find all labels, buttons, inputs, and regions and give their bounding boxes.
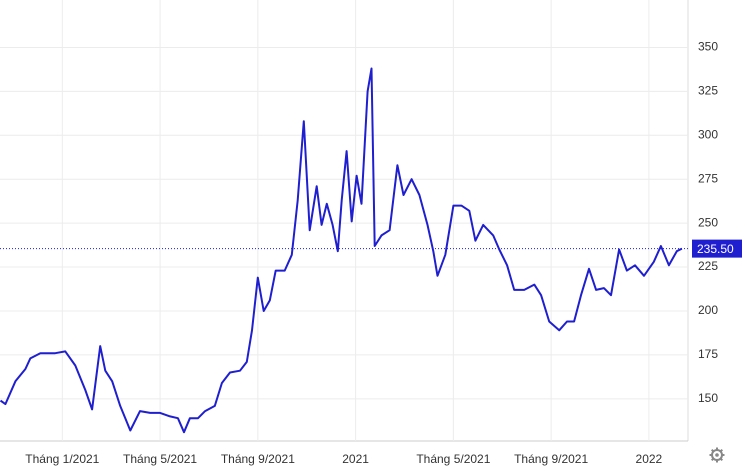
x-tick-label: Tháng 9/2021 bbox=[221, 452, 295, 466]
x-tick-label: Tháng 5/2021 bbox=[123, 452, 197, 466]
settings-icon[interactable] bbox=[709, 447, 725, 463]
y-tick-label: 225 bbox=[698, 259, 718, 273]
y-tick-label: 325 bbox=[698, 84, 718, 98]
y-tick-label: 150 bbox=[698, 391, 718, 405]
price-line bbox=[0, 67, 683, 434]
gear-teeth bbox=[709, 447, 725, 463]
y-tick-label: 350 bbox=[698, 40, 718, 54]
x-tick-label: Tháng 1/2021 bbox=[25, 452, 99, 466]
current-price-label: 235.50 bbox=[697, 242, 734, 256]
x-tick-label: 2021 bbox=[342, 452, 369, 466]
y-tick-label: 250 bbox=[698, 215, 718, 229]
x-tick-label: Tháng 9/2021 bbox=[514, 452, 588, 466]
y-tick-label: 175 bbox=[698, 347, 718, 361]
plot-layer: 150 175 200 225 250 275 300 325 350 Tháng 1/2021 T… bbox=[0, 0, 742, 466]
y-tick-label: 300 bbox=[698, 127, 718, 141]
y-tick-label: 275 bbox=[698, 171, 718, 185]
gear-hub bbox=[715, 453, 719, 457]
x-tick-label: 2022 bbox=[636, 452, 663, 466]
x-tick-label: Tháng 5/2021 bbox=[416, 452, 490, 466]
y-tick-label: 200 bbox=[698, 303, 718, 317]
current-price-box bbox=[692, 239, 742, 258]
